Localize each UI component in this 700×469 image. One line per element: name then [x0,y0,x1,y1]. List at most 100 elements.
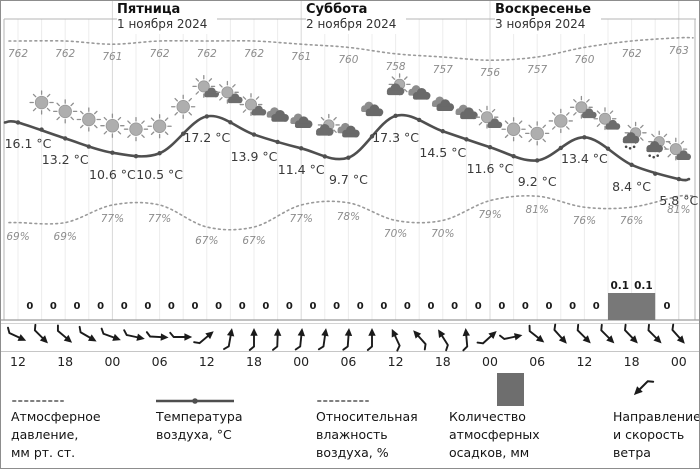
weather-icon-sun-cloud [215,80,243,104]
wind-arrow [56,324,73,343]
day-header-friday: Пятница 1 ноября 2024 [117,1,218,34]
weather-icon-cloud [431,96,455,111]
precipitation-value: 0 [545,301,553,312]
weather-icon-sun [53,99,78,124]
time-label: 00 [104,354,121,369]
temperature-value: 13.4 °C [560,151,608,167]
wind-arrow [499,333,523,341]
time-label: 12 [387,354,404,369]
precipitation-value: 0 [215,301,223,312]
wind-arrow [413,330,427,351]
temperature-point [133,153,139,159]
legend-text: Температура [156,409,243,424]
legend-text: Атмосферное [11,409,101,424]
pressure-value: 761 [291,51,312,64]
temperature-point [86,144,92,149]
temperature-point [676,176,681,182]
pressure-value: 762 [196,48,217,60]
wind-arrow [271,328,282,351]
wind-arrow [317,328,329,351]
precipitation-value: 0 [238,301,246,312]
precipitation-value: 0 [498,301,506,312]
humidity-curve [8,194,694,231]
legend-text: Количество [449,409,526,424]
temperature-value: 11.4 °C [277,162,325,178]
temperature-point [369,134,375,139]
pressure-value: 763 [668,44,689,57]
wind-arrow [248,328,258,351]
time-label: 12 [576,354,593,369]
temperature-point [605,146,611,151]
temperature-value: 8.4 °C [612,178,652,194]
wind-arrow [624,323,638,344]
temperature-point [629,162,634,167]
precipitation-value: 0 [333,301,341,312]
wind-arrow [576,323,591,344]
precipitation-value: 0 [120,301,128,312]
humidity-value: 69% [6,230,30,243]
wind-arrow [100,327,121,341]
time-label: 12 [198,354,215,369]
humidity-value: 67% [195,235,219,247]
day-name: Пятница [117,2,181,17]
weather-icon-sun [171,94,196,119]
time-label: 12 [10,354,26,369]
temperature-value: 10.5 °C [136,167,183,183]
precipitation-value: 0 [427,301,435,312]
legend-text: мм рт. ст. [11,445,76,461]
time-label: 18 [246,354,262,369]
wind-arrow [78,325,97,342]
precip-bar [608,293,656,320]
time-label: 18 [623,354,640,369]
pressure-value: 762 [7,48,29,60]
temperature-point [299,146,304,151]
precipitation-value: 0 [380,301,388,312]
wind-arrow [553,323,567,344]
precipitation-value: 0.1 [634,280,653,292]
legend-item-temperature: Температура воздуха, °C [156,372,286,444]
legend-text: воздуха, % [316,445,389,461]
temperature-point [535,158,540,163]
pressure-value: 762 [621,48,642,60]
weather-icon-cloud [337,122,360,138]
temperature-point [251,132,257,137]
legend-item-precipitation: Количество атмосферных осадков, мм [449,372,579,462]
legend-text: атмосферных [449,427,540,443]
temperature-value: 14.5 °C [419,145,467,161]
temperature-value: 16.1 °C [4,136,52,152]
pressure-value: 758 [385,60,406,73]
temperature-point [157,151,162,156]
weather-icon-cloud [290,113,313,129]
pressure-value: 762 [55,48,76,60]
precipitation-value: 0 [49,301,57,312]
wind-arrow [33,323,48,344]
precipitation-value: 0 [569,301,577,312]
temperature-point [487,145,493,150]
precipitation-value: 0 [474,301,482,312]
precipitation-value: 0 [309,301,317,312]
day-date: 3 ноября 2024 [495,17,586,31]
pressure-value: 757 [432,64,453,76]
weather-icon-rain [646,130,671,159]
temperature-point [275,139,280,145]
precipitation-value: 0 [73,301,81,312]
temperature-point [393,113,398,119]
legend-text: влажность [316,427,388,443]
wind-arrow [528,324,545,343]
wind-arrow [647,323,662,344]
legend-text: Относительная [316,409,418,424]
weather-icon-sun-cloud [569,95,597,119]
day-date: 1 ноября 2024 [117,17,208,31]
wind-arrow [600,323,615,344]
wind-arrow [462,328,470,352]
pressure-value: 756 [479,67,501,80]
time-label: 06 [529,354,546,369]
temperature-point [582,135,587,140]
wind-arrow [671,323,685,344]
weather-icon-rain [622,121,647,150]
wind-arrow [342,328,353,351]
wind-arrow [438,329,449,352]
wind-arrow [169,331,193,341]
precipitation-value: 0 [262,301,270,312]
